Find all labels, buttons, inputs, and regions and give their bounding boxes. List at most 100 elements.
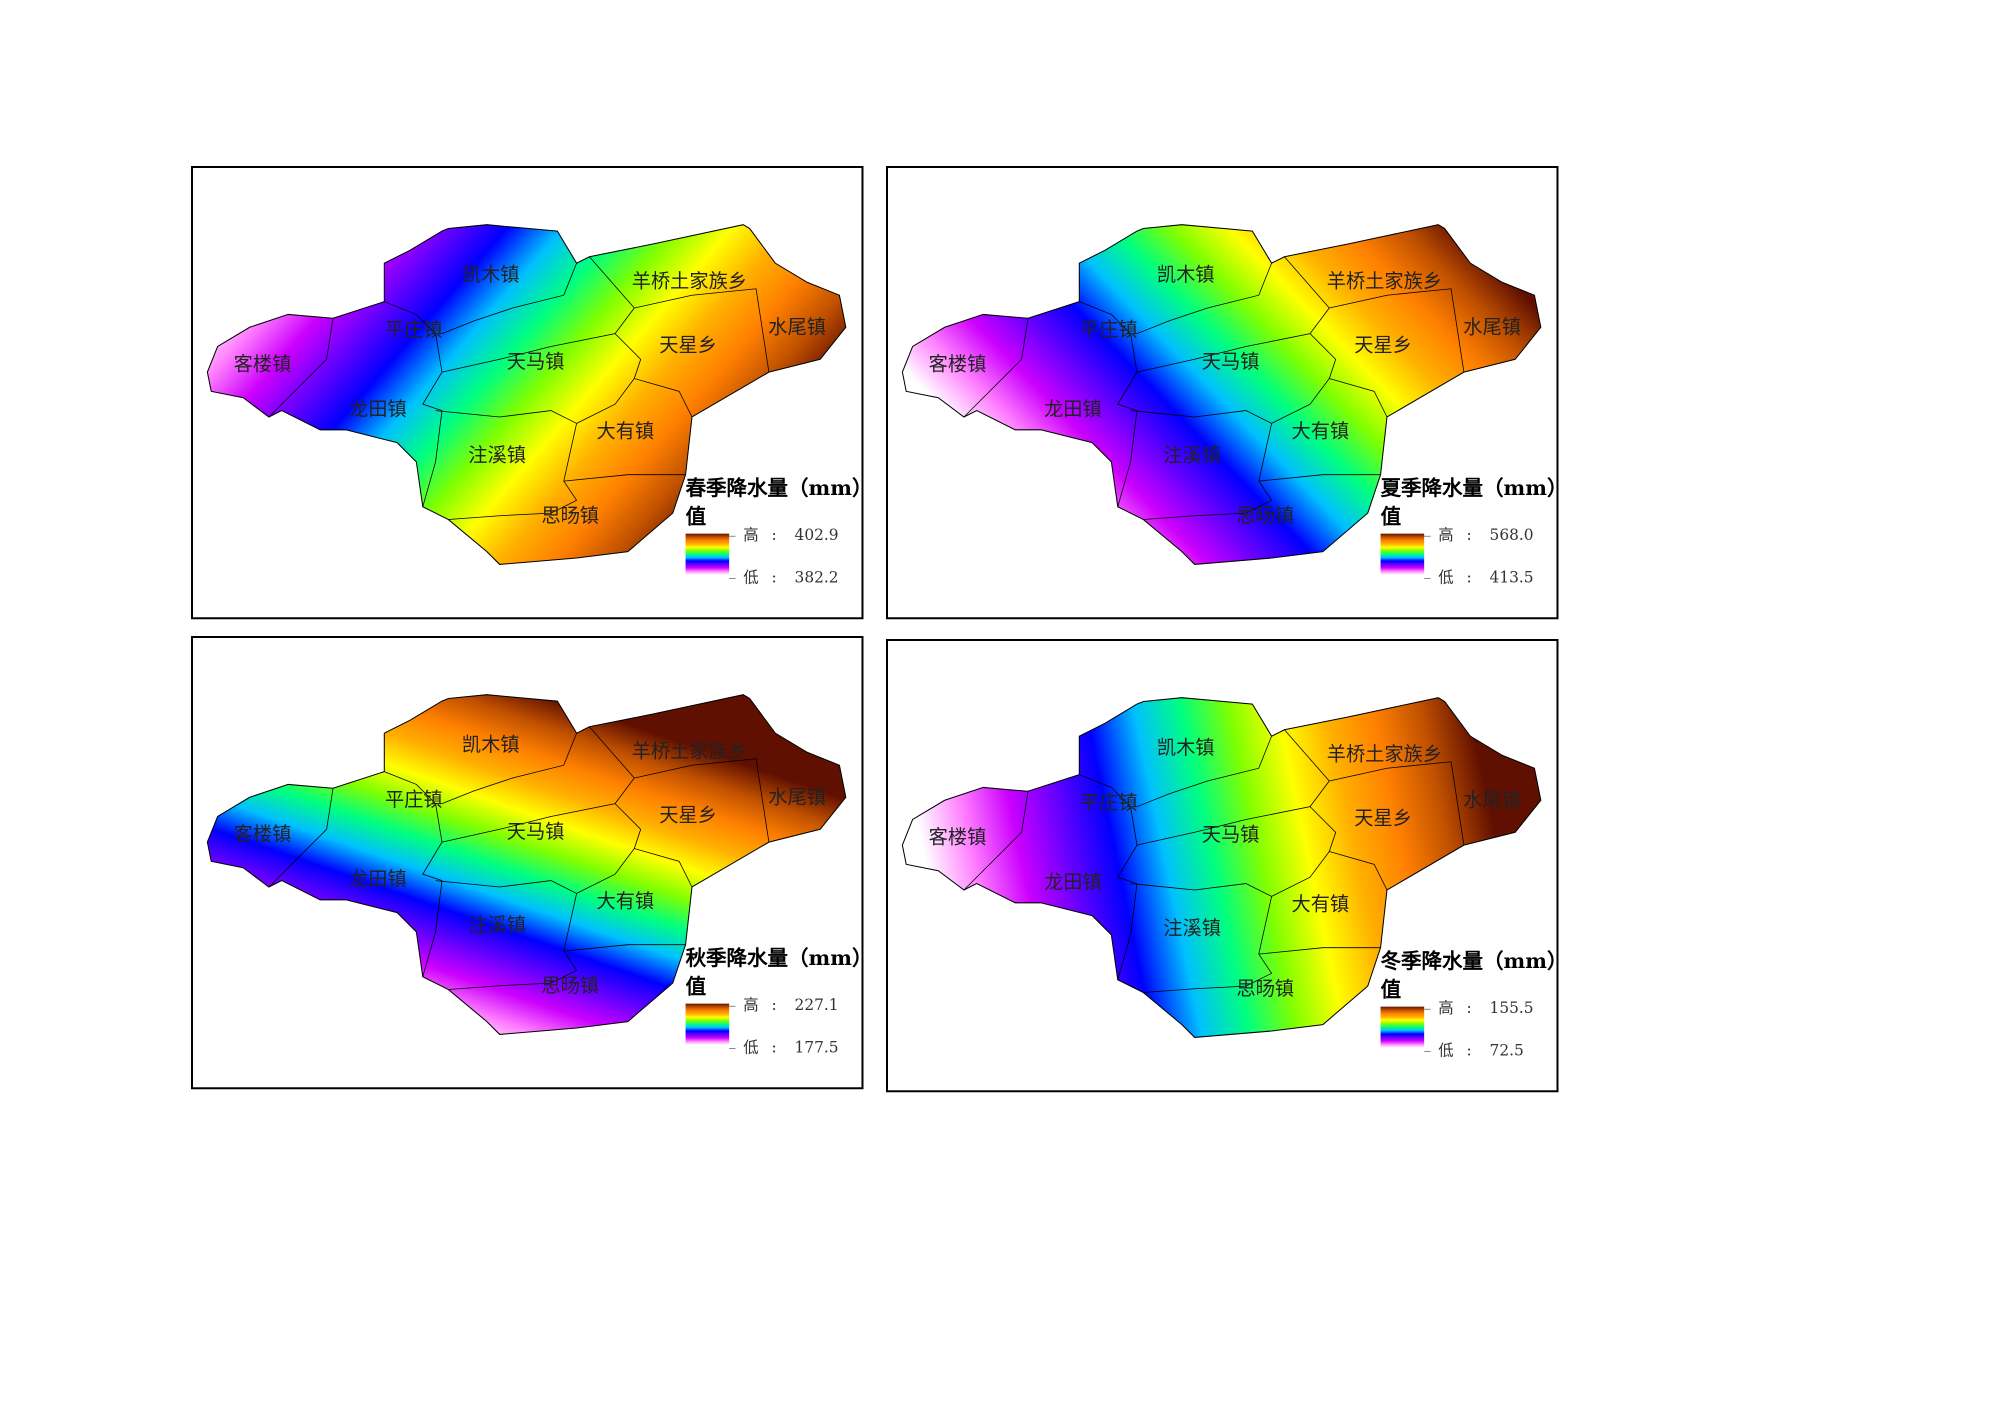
town-border: [1136, 729, 1330, 846]
panel-frame: [191, 636, 864, 1090]
region-surface: [206, 694, 847, 1035]
town-label: 思旸镇: [541, 974, 599, 997]
town-label: 天星乡: [659, 333, 717, 356]
legend-separator: :: [1466, 526, 1471, 544]
town-border: [1079, 774, 1138, 980]
town-label: 注溪镇: [1163, 444, 1221, 467]
town-border: [268, 318, 334, 418]
town-border: [441, 726, 635, 843]
town-label: 客楼镇: [234, 353, 292, 376]
town-label: 羊桥土家族乡: [1327, 742, 1442, 765]
legend-separator: :: [771, 1039, 776, 1057]
town-label: 客楼镇: [929, 353, 987, 376]
legend-label: 值: [1381, 977, 1402, 1001]
town-border: [1258, 474, 1381, 482]
town-border: [563, 944, 686, 952]
legend-colorbar: [685, 1003, 730, 1045]
town-label: 天马镇: [1202, 350, 1260, 373]
town-border: [634, 288, 770, 373]
town-border: [1136, 256, 1330, 373]
town-border: [435, 410, 578, 520]
town-border: [1309, 333, 1388, 418]
town-label: 平庄镇: [1080, 791, 1138, 814]
region-surface: [206, 224, 847, 565]
town-border: [576, 378, 635, 424]
legend-separator: :: [1466, 999, 1471, 1017]
panel-frame: [886, 166, 1559, 620]
town-border: [435, 880, 578, 990]
town-border: [441, 733, 577, 805]
legend-low-value: 413.5: [1490, 569, 1534, 587]
town-label: 羊桥土家族乡: [1327, 269, 1442, 292]
town-border: [1136, 736, 1272, 808]
town-border: [441, 256, 635, 373]
legend-title: 冬季降水量（mm）: [1381, 949, 1568, 973]
town-border: [963, 318, 1029, 418]
town-label: 天马镇: [1202, 823, 1260, 846]
town-label: 凯木镇: [462, 263, 520, 286]
legend-separator: :: [771, 996, 776, 1014]
town-border: [384, 771, 443, 977]
legend-colorbar: [1380, 1006, 1425, 1048]
legend-low-value: 72.5: [1490, 1042, 1524, 1060]
town-label: 凯木镇: [1157, 263, 1215, 286]
town-label: 天星乡: [1354, 333, 1412, 356]
town-label: 羊桥土家族乡: [632, 269, 747, 292]
legend-title: 夏季降水量（mm）: [1381, 476, 1568, 500]
town-label: 思旸镇: [1236, 977, 1294, 1000]
town-label: 凯木镇: [1157, 736, 1215, 759]
town-border: [1329, 288, 1465, 373]
town-label: 天马镇: [507, 350, 565, 373]
town-label: 大有镇: [596, 419, 654, 442]
town-border: [1258, 947, 1381, 955]
town-label: 龙田镇: [1044, 398, 1102, 421]
legend-high-value: 155.5: [1490, 999, 1534, 1017]
legend-low-label: 低: [1438, 1042, 1453, 1060]
town-label: 凯木镇: [462, 733, 520, 756]
legend-high-value: 227.1: [795, 996, 839, 1014]
town-label: 客楼镇: [929, 826, 987, 849]
legend-separator: :: [771, 526, 776, 544]
town-border: [384, 301, 443, 507]
town-label: 天星乡: [1354, 806, 1412, 829]
town-label: 平庄镇: [385, 318, 443, 341]
legend-colorbar: [685, 533, 730, 575]
town-label: 思旸镇: [1236, 504, 1294, 527]
town-border: [268, 788, 334, 888]
town-border: [963, 791, 1029, 891]
town-label: 水尾镇: [768, 786, 826, 809]
town-label: 龙田镇: [349, 868, 407, 891]
town-border: [634, 758, 770, 843]
legend-high-label: 高: [1438, 999, 1453, 1017]
legend-low-label: 低: [743, 1039, 758, 1057]
region-surface: [901, 224, 1542, 565]
town-border: [1271, 378, 1330, 424]
town-label: 龙田镇: [349, 398, 407, 421]
panel-frame: [191, 166, 864, 620]
town-border: [1130, 410, 1273, 520]
town-label: 水尾镇: [768, 316, 826, 339]
legend-high-label: 高: [743, 526, 758, 544]
legend-separator: :: [771, 569, 776, 587]
town-label: 思旸镇: [541, 504, 599, 527]
legend-label: 值: [686, 504, 707, 528]
region-surface: [901, 697, 1542, 1038]
legend-low-value: 382.2: [795, 569, 839, 587]
town-label: 水尾镇: [1463, 316, 1521, 339]
town-label: 水尾镇: [1463, 789, 1521, 812]
legend-low-value: 177.5: [795, 1039, 839, 1057]
town-label: 大有镇: [1291, 419, 1349, 442]
town-label: 大有镇: [1291, 892, 1349, 915]
town-border: [1271, 851, 1330, 897]
town-label: 大有镇: [596, 889, 654, 912]
town-border: [1079, 301, 1138, 507]
panel-frame: [886, 639, 1559, 1093]
town-label: 天马镇: [507, 820, 565, 843]
town-label: 注溪镇: [1163, 917, 1221, 940]
town-label: 天星乡: [659, 803, 717, 826]
